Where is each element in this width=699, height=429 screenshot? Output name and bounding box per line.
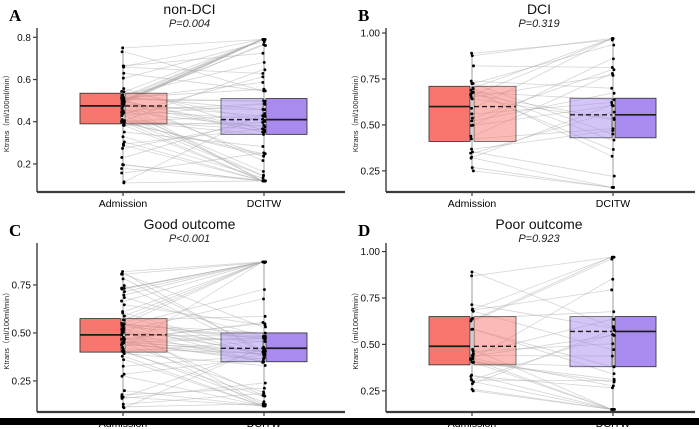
- panel-letter-c: C: [9, 221, 22, 240]
- panel-title-non-dci: non-DCI: [163, 1, 216, 17]
- svg-text:0.25: 0.25: [12, 376, 32, 387]
- axes: [36, 243, 345, 414]
- panel-poor-outcome: D Poor outcome P=0.923 0.250.500.751.00A…: [349, 215, 699, 429]
- plot-poor-outcome: 0.250.500.751.00AdmissionDCITWKtrans（ml/…: [351, 243, 695, 429]
- svg-text:DCITW: DCITW: [247, 198, 281, 210]
- svg-text:0.75: 0.75: [361, 293, 381, 304]
- plot-dci: 0.25 0.50 0.75 1.00 Admission DCITW Ktrans（ml/…: [351, 28, 695, 210]
- panel-p-value-good-outcome: P<0.001: [168, 233, 211, 245]
- plot-non-dci: 0.2 0.4 0.6 0.8 Admission DCITW Ktrans（ml/100m…: [2, 28, 345, 210]
- y-axis-ticks: 0.25 0.50 0.75: [12, 280, 37, 387]
- data-points: [469, 37, 616, 189]
- dcitw-box: [569, 97, 657, 139]
- admission-box: [79, 92, 168, 125]
- panel-p-value-dci: P=0.319: [518, 18, 560, 30]
- admission-box: [428, 316, 517, 366]
- svg-text:Admission: Admission: [99, 198, 148, 210]
- svg-text:1.00: 1.00: [361, 247, 381, 258]
- svg-text:0.50: 0.50: [361, 340, 381, 351]
- panel-letter-b: B: [358, 6, 370, 25]
- y-axis-ticks: 0.2 0.4 0.6 0.8: [17, 33, 37, 170]
- panel-p-value-poor-outcome: P=0.923: [518, 233, 560, 245]
- y-axis-title: Ktrans（ml/100ml/min）: [2, 71, 11, 152]
- panel-non-dci: A non-DCI P=0.004 0.2 0.4 0.6 0.8 Admission D…: [0, 0, 349, 215]
- svg-text:0.50: 0.50: [12, 328, 32, 339]
- axes: [385, 28, 695, 194]
- svg-text:0.75: 0.75: [12, 280, 32, 291]
- panel-title-dci: DCI: [526, 1, 552, 17]
- dcitw-box: [220, 98, 308, 135]
- x-axis-ticks: Admission DCITW: [448, 192, 630, 210]
- svg-text:0.50: 0.50: [361, 120, 381, 131]
- svg-text:1.00: 1.00: [361, 29, 381, 40]
- data-points: [120, 37, 267, 185]
- svg-text:Admission: Admission: [448, 198, 497, 210]
- y-axis-title: Ktrans（ml/100ml/min）: [351, 71, 360, 152]
- svg-text:0.4: 0.4: [17, 117, 31, 128]
- svg-text:0.6: 0.6: [17, 75, 31, 86]
- svg-text:DCITW: DCITW: [596, 198, 630, 210]
- svg-text:0.8: 0.8: [17, 33, 31, 44]
- admission-box: [428, 85, 517, 142]
- y-axis-title: Ktrans（ml/100ml/min）: [2, 288, 11, 369]
- svg-text:0.25: 0.25: [361, 166, 381, 177]
- panel-letter-d: D: [358, 221, 371, 240]
- figure-bottom-border: [0, 418, 699, 425]
- x-axis-ticks: Admission DCITW: [99, 192, 281, 210]
- plot-good-outcome: 0.250.500.75AdmissionDCITWKtrans（ml/100m…: [2, 243, 345, 429]
- panel-good-outcome: C Good outcome P<0.001 0.250.500.75Admis…: [0, 215, 349, 429]
- panel-dci: B DCI P=0.319 0.25 0.50 0.75 1.00 Admission D…: [349, 0, 699, 215]
- dcitw-box: [220, 332, 308, 363]
- panel-title-good-outcome: Good outcome: [143, 216, 236, 232]
- axes: [36, 28, 345, 194]
- dcitw-box: [569, 316, 657, 368]
- y-axis-ticks: 0.25 0.50 0.75 1.00: [361, 29, 386, 177]
- panel-letter-a: A: [9, 6, 22, 25]
- data-points: [469, 255, 616, 411]
- y-axis-title: Ktrans（ml/100ml/min）: [351, 288, 360, 369]
- svg-text:0.75: 0.75: [361, 74, 381, 85]
- y-axis-ticks: 0.25 0.50 0.75 1.00: [361, 247, 386, 397]
- svg-text:0.25: 0.25: [361, 386, 381, 397]
- admission-box: [79, 318, 168, 353]
- axes: [385, 243, 695, 414]
- panel-p-value-non-dci: P=0.004: [168, 18, 211, 30]
- data-points: [120, 260, 267, 410]
- svg-text:0.2: 0.2: [17, 159, 31, 170]
- panel-title-poor-outcome: Poor outcome: [495, 216, 583, 232]
